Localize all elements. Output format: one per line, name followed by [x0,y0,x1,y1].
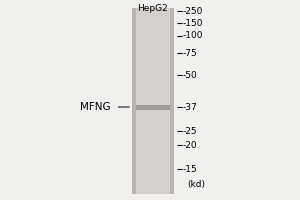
Text: -15: -15 [183,164,198,173]
Text: HepG2: HepG2 [138,4,168,13]
Text: -150: -150 [183,19,203,27]
Text: -250: -250 [183,6,203,16]
Text: -25: -25 [183,127,198,136]
Text: MFNG: MFNG [80,102,111,112]
Text: (kd): (kd) [188,180,206,188]
Text: -75: -75 [183,48,198,58]
Text: -37: -37 [183,102,198,112]
Text: -20: -20 [183,140,198,149]
Bar [170,8,174,194]
Bar [132,8,174,194]
Text: -50: -50 [183,71,198,79]
Bar [136,104,170,110]
Bar [132,8,136,194]
Text: -100: -100 [183,31,203,40]
